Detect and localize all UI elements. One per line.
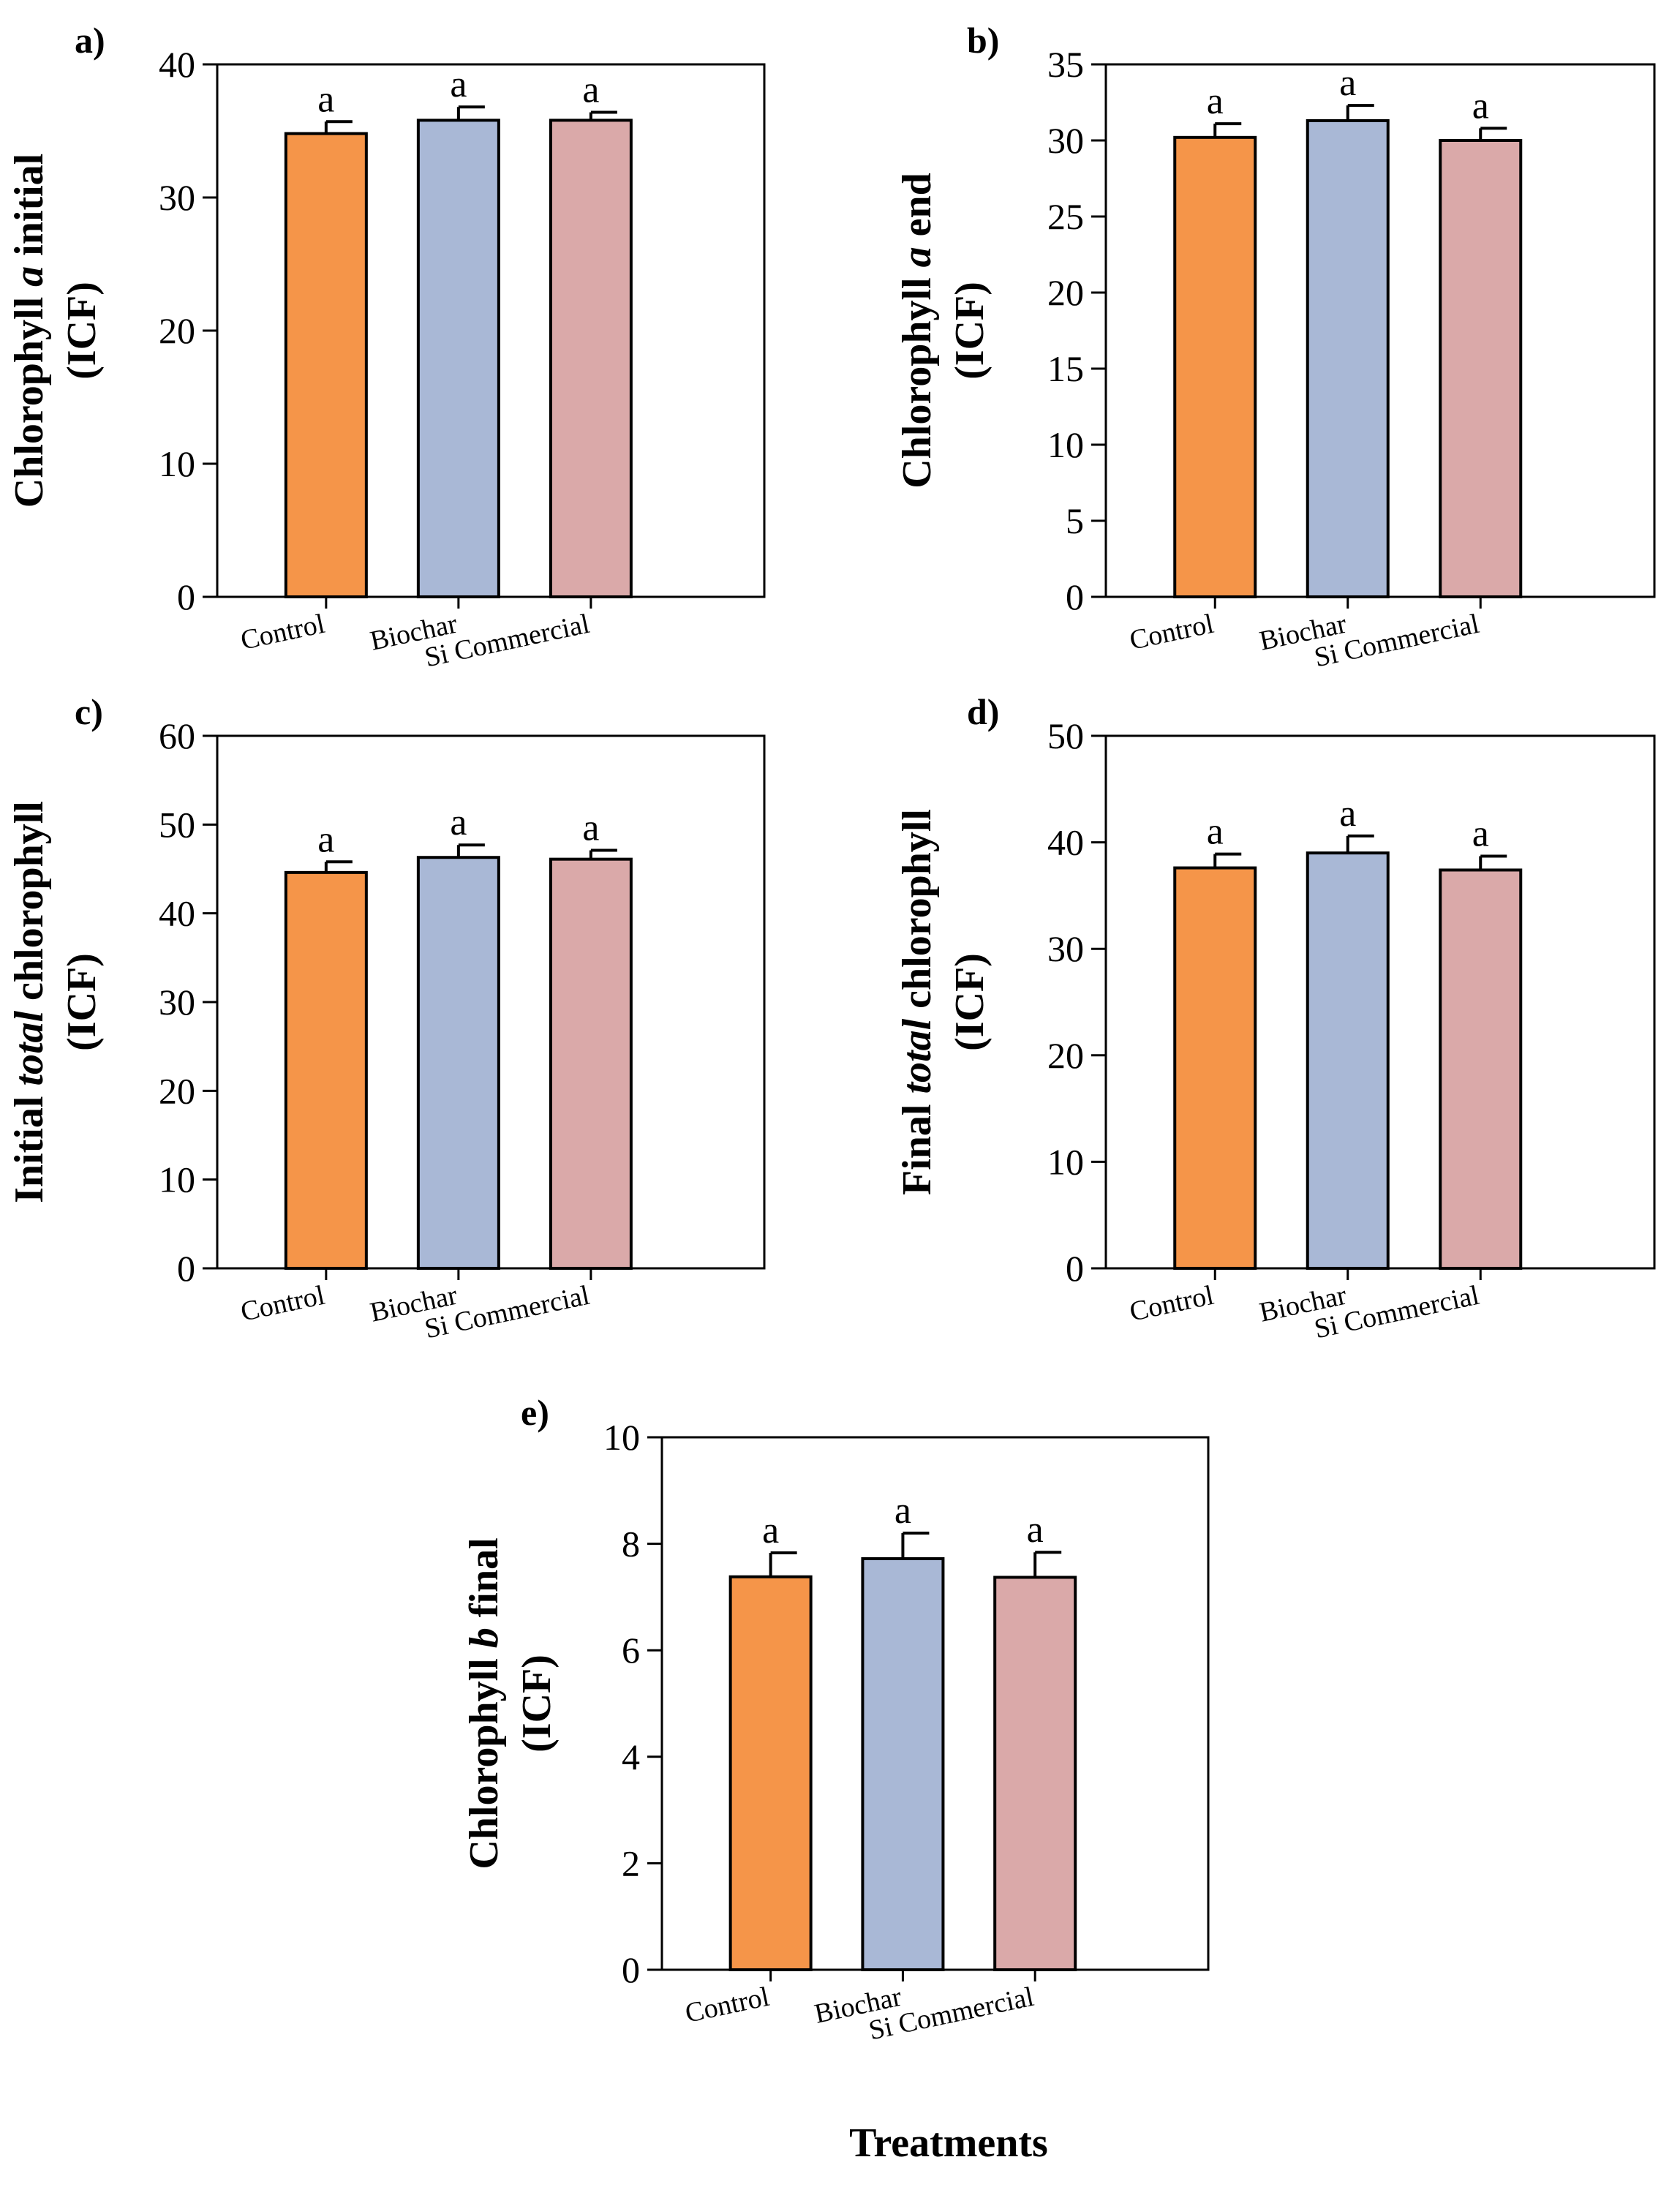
y-tick-label: 0 <box>1066 1248 1084 1289</box>
panel-letter: c) <box>75 691 103 732</box>
y-tick-label: 30 <box>159 177 195 218</box>
bar-biochar <box>1306 851 1390 1271</box>
panel-letter: d) <box>967 691 999 732</box>
significance-letter: a <box>317 818 334 860</box>
y-tick-label: 20 <box>1047 272 1084 313</box>
y-tick-label: 10 <box>159 1159 195 1200</box>
y-tick-label: 20 <box>1047 1035 1084 1076</box>
y-axis-unit: (ICF) <box>947 282 992 380</box>
x-category-label: Control <box>238 609 327 656</box>
y-tick-label: 10 <box>603 1417 640 1458</box>
bar-si-commercial <box>549 857 633 1270</box>
y-axis-title: Initial total chlorophyll <box>7 801 52 1203</box>
y-axis-title: Chlorophyll a initial <box>7 154 52 508</box>
y-tick-label: 50 <box>1047 715 1084 756</box>
significance-letter: a <box>1339 793 1356 835</box>
y-tick-label: 30 <box>159 982 195 1023</box>
y-tick-label: 10 <box>159 443 195 484</box>
bar-biochar <box>861 1557 945 1971</box>
y-tick-label: 8 <box>622 1524 640 1565</box>
significance-letter: a <box>1027 1509 1044 1551</box>
bar-control <box>1173 135 1257 598</box>
y-tick-label: 40 <box>159 44 195 85</box>
y-tick-label: 6 <box>622 1630 640 1671</box>
x-category-label: Control <box>1127 1280 1216 1328</box>
bar-biochar <box>416 118 500 598</box>
significance-letter: a <box>317 78 334 120</box>
significance-letter: a <box>762 1510 779 1551</box>
y-axis-unit: (ICF) <box>59 282 105 380</box>
y-axis-title: Final total chlorophyll <box>894 809 940 1195</box>
y-tick-label: 0 <box>177 576 195 617</box>
y-tick-label: 10 <box>1047 424 1084 465</box>
significance-letter: a <box>1339 62 1356 104</box>
y-tick-label: 30 <box>1047 928 1084 969</box>
y-tick-label: 0 <box>177 1248 195 1289</box>
y-tick-label: 50 <box>159 804 195 845</box>
bar-control <box>284 132 368 598</box>
bar-si-commercial <box>549 118 633 598</box>
bar-si-commercial <box>993 1576 1077 1972</box>
bar-si-commercial <box>1439 139 1523 598</box>
y-axis-unit: (ICF) <box>59 953 105 1051</box>
y-tick-label: 60 <box>159 715 195 756</box>
x-category-label: Control <box>238 1280 327 1328</box>
significance-letter: a <box>450 64 467 105</box>
y-tick-label: 2 <box>622 1842 640 1883</box>
y-tick-label: 35 <box>1047 44 1084 85</box>
significance-letter: a <box>582 69 599 111</box>
y-tick-label: 0 <box>622 1949 640 1990</box>
x-category-label: Control <box>682 1981 772 2029</box>
bar-control <box>1173 866 1257 1270</box>
bar-control <box>728 1575 813 1972</box>
panel-letter: e) <box>521 1392 549 1433</box>
panel-letter: b) <box>967 20 999 61</box>
y-tick-label: 10 <box>1047 1141 1084 1182</box>
bar-biochar <box>416 856 500 1270</box>
y-tick-label: 20 <box>159 1070 195 1111</box>
bar-biochar <box>1306 118 1390 598</box>
y-tick-label: 30 <box>1047 120 1084 161</box>
significance-letter: a <box>1472 85 1489 127</box>
significance-letter: a <box>1472 813 1489 855</box>
panel-letter: a) <box>75 20 105 61</box>
x-category-label: Control <box>1127 609 1216 656</box>
y-tick-label: 5 <box>1066 500 1084 541</box>
significance-letter: a <box>1207 80 1224 122</box>
y-axis-title: Chlorophyll b final <box>462 1537 507 1869</box>
bar-control <box>284 870 368 1271</box>
y-tick-label: 40 <box>1047 822 1084 863</box>
y-tick-label: 0 <box>1066 576 1084 617</box>
significance-letter: a <box>582 808 599 849</box>
y-tick-label: 25 <box>1047 196 1084 237</box>
significance-letter: a <box>894 1490 911 1532</box>
bar-si-commercial <box>1439 868 1523 1271</box>
significance-letter: a <box>1207 811 1224 853</box>
y-tick-label: 20 <box>159 310 195 351</box>
y-axis-unit: (ICF) <box>947 953 992 1051</box>
y-tick-label: 15 <box>1047 348 1084 389</box>
y-axis-title: Chlorophyll a end <box>894 173 940 489</box>
y-tick-label: 4 <box>622 1736 640 1777</box>
x-axis-title: Treatments <box>849 2120 1048 2166</box>
y-axis-unit: (ICF) <box>514 1655 560 1753</box>
y-tick-label: 40 <box>159 893 195 934</box>
significance-letter: a <box>450 802 467 843</box>
